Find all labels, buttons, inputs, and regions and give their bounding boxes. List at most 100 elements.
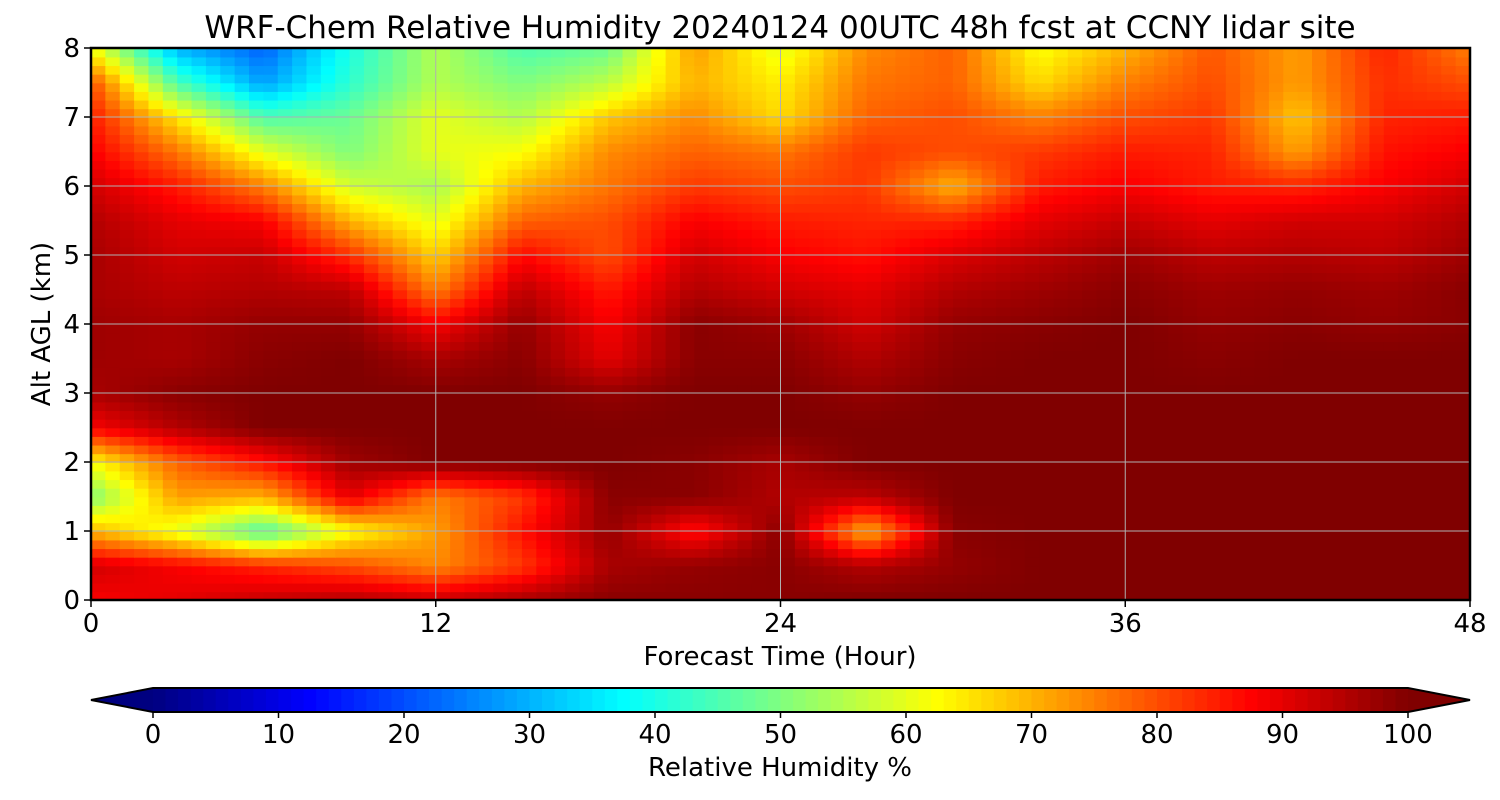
heatmap-cell — [335, 263, 351, 274]
heatmap-cell — [105, 539, 121, 550]
heatmap-cell — [91, 332, 107, 343]
heatmap-cell — [1182, 272, 1198, 282]
heatmap-cell — [1110, 522, 1127, 532]
heatmap-cell — [952, 194, 969, 205]
heatmap-cell — [967, 160, 983, 170]
heatmap-cell — [780, 349, 796, 360]
heatmap-cell — [622, 186, 638, 196]
heatmap-cell — [952, 522, 969, 532]
heatmap-cell — [1455, 565, 1470, 575]
heatmap-cell — [478, 470, 494, 481]
heatmap-cell — [1340, 444, 1356, 455]
heatmap-cell — [392, 410, 408, 420]
heatmap-cell — [1139, 410, 1155, 420]
heatmap-cell — [924, 160, 940, 170]
heatmap-cell — [335, 289, 351, 299]
heatmap-cell — [205, 306, 222, 317]
heatmap-cell — [1426, 375, 1443, 386]
heatmap-cell — [593, 298, 609, 308]
heatmap-cell — [450, 548, 466, 558]
heatmap-cell — [751, 453, 767, 463]
heatmap-cell — [737, 177, 753, 187]
heatmap-cell — [550, 479, 566, 489]
heatmap-cell — [895, 298, 911, 308]
heatmap-cell — [694, 436, 710, 446]
heatmap-cell — [1398, 548, 1414, 558]
heatmap-cell — [263, 220, 279, 230]
heatmap-cell — [1283, 453, 1299, 463]
heatmap-cell — [809, 289, 825, 299]
heatmap-cell — [665, 332, 681, 343]
heatmap-cell — [1441, 194, 1457, 205]
heatmap-cell — [952, 315, 969, 325]
heatmap-cell — [435, 513, 451, 524]
heatmap-cell — [780, 246, 796, 256]
heatmap-cell — [205, 375, 222, 386]
heatmap-cell — [1455, 496, 1470, 506]
heatmap-cell — [1211, 375, 1227, 386]
heatmap-cell — [1153, 151, 1170, 161]
heatmap-cell — [234, 436, 250, 446]
heatmap-cell — [1096, 462, 1112, 472]
heatmap-cell — [1096, 539, 1112, 550]
heatmap-cell — [1053, 393, 1069, 403]
heatmap-cell — [105, 194, 121, 205]
heatmap-cell — [1441, 427, 1457, 437]
heatmap-cell — [751, 487, 767, 498]
heatmap-cell — [1254, 203, 1270, 213]
heatmap-cell — [292, 315, 308, 325]
heatmap-cell — [1211, 332, 1227, 343]
heatmap-cell — [478, 194, 494, 205]
heatmap-cell — [493, 160, 509, 170]
heatmap-cell — [292, 255, 308, 265]
heatmap-cell — [292, 444, 308, 455]
heatmap-cell — [421, 393, 437, 403]
heatmap-cell — [249, 531, 265, 541]
heatmap-cell — [421, 462, 437, 472]
heatmap-cell — [1139, 237, 1155, 248]
heatmap-cell — [952, 160, 969, 170]
heatmap-cell — [435, 358, 451, 368]
heatmap-cell — [536, 151, 552, 161]
heatmap-cell — [91, 229, 107, 239]
heatmap-cell — [378, 246, 394, 256]
heatmap-cell — [723, 384, 739, 394]
heatmap-cell — [737, 531, 753, 541]
heatmap-cell — [119, 574, 135, 584]
heatmap-cell — [1268, 332, 1285, 343]
heatmap-cell — [1039, 565, 1055, 575]
heatmap-cell — [464, 505, 480, 515]
heatmap-cell — [191, 513, 207, 524]
heatmap-cell — [694, 462, 710, 472]
heatmap-cell — [162, 522, 178, 532]
heatmap-cell — [952, 332, 969, 343]
heatmap-cell — [823, 522, 839, 532]
heatmap-cell — [550, 151, 566, 161]
heatmap-cell — [909, 358, 925, 368]
heatmap-cell — [737, 332, 753, 343]
heatmap-cell — [1369, 522, 1385, 532]
heatmap-cell — [249, 203, 265, 213]
heatmap-cell — [1311, 556, 1328, 567]
heatmap-cell — [1426, 194, 1443, 205]
heatmap-cell — [292, 496, 308, 506]
heatmap-cell — [1153, 349, 1170, 360]
heatmap-cell — [1110, 479, 1127, 489]
heatmap-cell — [1168, 289, 1184, 299]
heatmap-cell — [924, 194, 940, 205]
heatmap-cell — [651, 384, 667, 394]
heatmap-cell — [723, 393, 739, 403]
heatmap-cell — [866, 367, 882, 377]
heatmap-cell — [148, 315, 164, 325]
heatmap-cell — [91, 211, 107, 222]
heatmap-cell — [1125, 462, 1141, 472]
heatmap-cell — [967, 582, 983, 593]
heatmap-cell — [1110, 470, 1127, 481]
heatmap-cell — [205, 177, 222, 187]
heatmap-cell — [119, 410, 135, 420]
heatmap-cell — [1010, 393, 1026, 403]
heatmap-cell — [306, 306, 322, 317]
heatmap-cell — [220, 410, 236, 420]
heatmap-cell — [493, 349, 509, 360]
heatmap-cell — [881, 582, 897, 593]
